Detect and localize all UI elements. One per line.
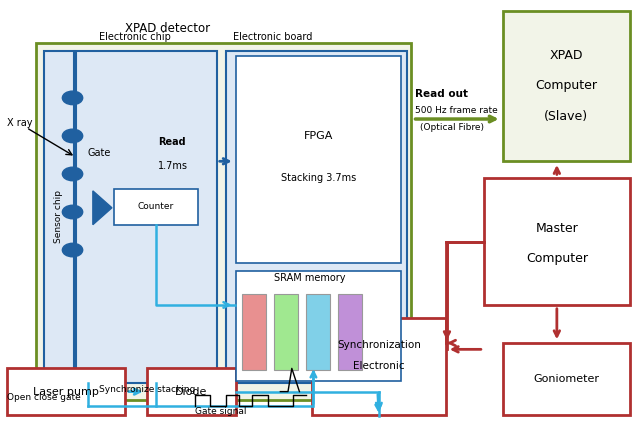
Circle shape — [62, 167, 83, 181]
Text: Electronic: Electronic — [353, 361, 404, 371]
FancyBboxPatch shape — [7, 368, 125, 415]
FancyBboxPatch shape — [236, 271, 401, 381]
Text: Electronic board: Electronic board — [233, 32, 312, 42]
Circle shape — [62, 243, 83, 257]
Text: Gate signal: Gate signal — [194, 407, 246, 416]
FancyBboxPatch shape — [114, 189, 197, 225]
Text: Gate: Gate — [88, 148, 111, 158]
Text: Electronic chip: Electronic chip — [99, 32, 171, 42]
FancyBboxPatch shape — [226, 51, 408, 383]
FancyBboxPatch shape — [312, 318, 446, 415]
Text: Master: Master — [536, 223, 578, 235]
FancyBboxPatch shape — [483, 178, 630, 305]
Text: Stacking 3.7ms: Stacking 3.7ms — [281, 173, 356, 183]
FancyBboxPatch shape — [274, 294, 298, 371]
Text: X ray: X ray — [7, 118, 32, 128]
Text: Sensor chip: Sensor chip — [54, 190, 63, 243]
Circle shape — [62, 129, 83, 143]
Text: XPAD: XPAD — [550, 49, 583, 62]
Circle shape — [62, 91, 83, 105]
Text: Computer: Computer — [535, 79, 598, 92]
Text: Read out: Read out — [415, 89, 468, 99]
Text: (Optical Fibre): (Optical Fibre) — [420, 123, 484, 132]
Text: Synchronize stacking: Synchronize stacking — [99, 385, 196, 394]
Text: 1.7ms: 1.7ms — [159, 161, 189, 170]
FancyBboxPatch shape — [503, 343, 630, 415]
FancyBboxPatch shape — [76, 51, 217, 383]
Text: 500 Hz frame rate: 500 Hz frame rate — [415, 106, 498, 115]
FancyBboxPatch shape — [36, 43, 411, 400]
Text: Goniometer: Goniometer — [533, 374, 599, 384]
FancyBboxPatch shape — [503, 11, 630, 161]
FancyBboxPatch shape — [44, 51, 74, 383]
Text: (Slave): (Slave) — [545, 110, 589, 123]
Text: XPAD detector: XPAD detector — [125, 22, 210, 35]
Text: Synchronization: Synchronization — [337, 340, 421, 350]
Text: Laser pump: Laser pump — [33, 387, 99, 396]
Text: Computer: Computer — [526, 252, 588, 265]
Text: Diode: Diode — [175, 387, 208, 396]
Text: FPGA: FPGA — [304, 131, 333, 141]
FancyBboxPatch shape — [236, 56, 401, 263]
FancyBboxPatch shape — [338, 294, 362, 371]
FancyBboxPatch shape — [147, 368, 236, 415]
Text: SRAM memory: SRAM memory — [274, 273, 345, 282]
Circle shape — [62, 205, 83, 219]
Text: Read: Read — [159, 137, 186, 147]
FancyBboxPatch shape — [242, 294, 266, 371]
Polygon shape — [93, 191, 112, 225]
Text: Open close gate: Open close gate — [7, 393, 81, 402]
FancyBboxPatch shape — [306, 294, 330, 371]
Text: Counter: Counter — [138, 202, 174, 212]
